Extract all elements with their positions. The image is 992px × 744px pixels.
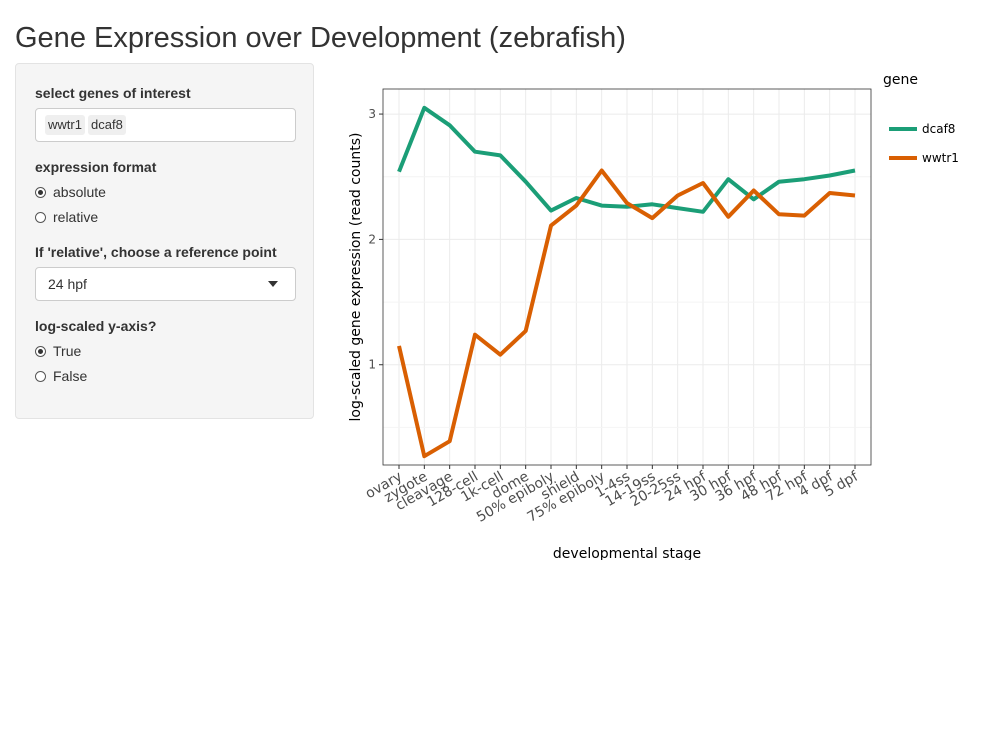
radio-absolute[interactable]: absolute (35, 182, 106, 202)
radio-button[interactable] (35, 345, 46, 357)
legend-label: dcaf8 (922, 122, 955, 136)
expression-chart: 123ovaryzygotecleavage128-cell1k-celldom… (348, 72, 959, 560)
radio-log-true[interactable]: True (35, 341, 81, 361)
y-tick-label: 1 (368, 358, 376, 372)
radio-label: absolute (53, 184, 106, 200)
log-label: log-scaled y-axis? (35, 318, 157, 334)
gene-tag[interactable]: wwtr1 (45, 115, 85, 135)
radio-log-false[interactable]: False (35, 366, 87, 386)
reference-dropdown[interactable]: 24 hpf (35, 267, 296, 301)
genes-label: select genes of interest (35, 85, 191, 101)
legend-title: gene (883, 72, 918, 88)
sidebar-panel: select genes of interest wwtr1 dcaf8 exp… (15, 63, 314, 419)
radio-button[interactable] (35, 186, 46, 198)
radio-label: relative (53, 209, 99, 225)
format-label: expression format (35, 159, 157, 175)
page-title: Gene Expression over Development (zebraf… (15, 22, 626, 54)
series-line-dcaf8 (397, 105, 856, 214)
radio-relative[interactable]: relative (35, 207, 98, 227)
y-tick-label: 2 (368, 232, 376, 246)
series-line-wwtr1 (397, 168, 856, 459)
x-axis-label: developmental stage (553, 546, 701, 560)
y-tick-label: 3 (368, 107, 376, 121)
radio-button[interactable] (35, 370, 46, 382)
radio-label: True (53, 343, 82, 359)
radio-label: False (53, 368, 88, 384)
caret-down-icon (268, 281, 278, 287)
reference-label: If 'relative', choose a reference point (35, 244, 277, 260)
genes-select-input[interactable]: wwtr1 dcaf8 (35, 108, 296, 142)
legend-label: wwtr1 (922, 151, 959, 165)
y-axis-label: log-scaled gene expression (read counts) (348, 133, 364, 422)
radio-button[interactable] (35, 211, 46, 223)
dropdown-value: 24 hpf (48, 276, 87, 292)
gene-tag[interactable]: dcaf8 (88, 115, 126, 135)
